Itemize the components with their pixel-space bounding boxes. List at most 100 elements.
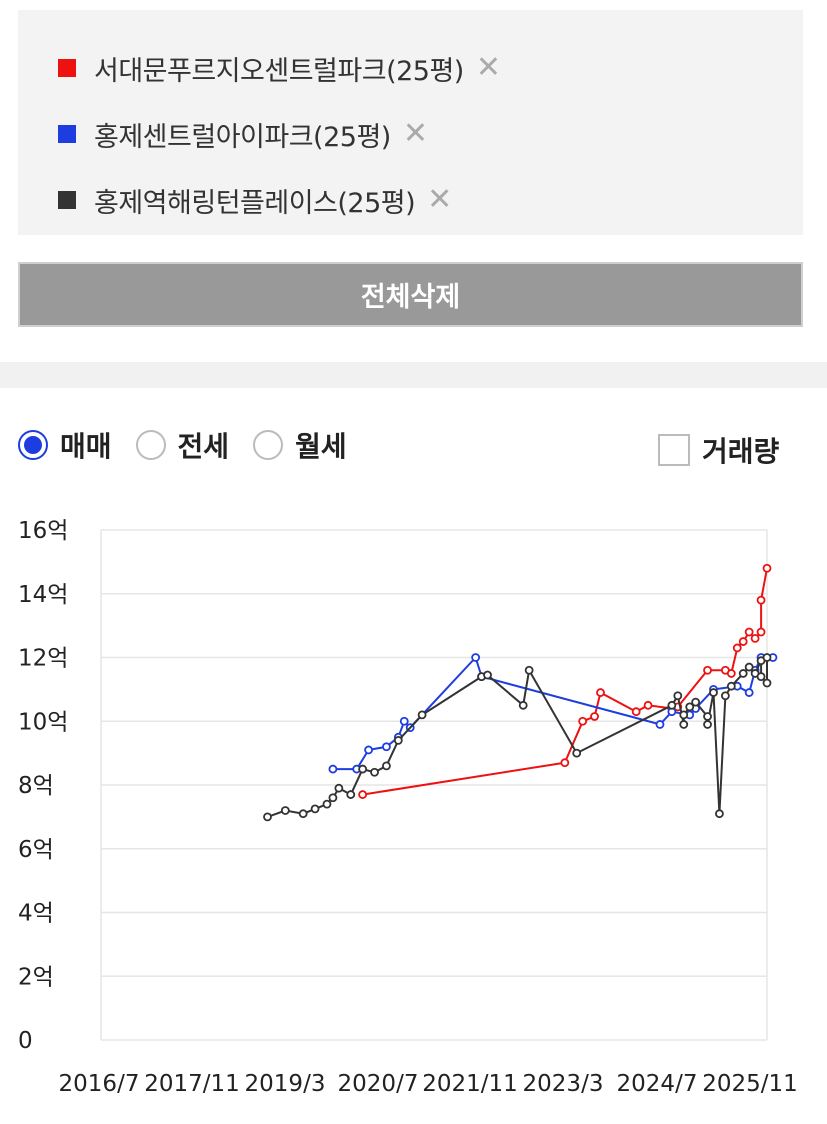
y-tick-label: 12억 — [18, 646, 68, 672]
data-point — [715, 809, 724, 819]
radio-circle-icon — [18, 430, 48, 460]
y-tick-label: 14억 — [18, 582, 68, 608]
data-point — [762, 563, 772, 573]
black-square-icon — [58, 191, 76, 209]
data-point — [322, 799, 332, 809]
radio-label-monthly: 월세 — [295, 430, 347, 463]
data-point — [263, 812, 272, 822]
close-icon[interactable]: ✕ — [427, 182, 453, 217]
data-point — [334, 783, 344, 793]
data-point — [744, 688, 754, 697]
data-point — [471, 653, 481, 662]
data-point — [328, 793, 338, 803]
section-divider — [0, 362, 827, 388]
x-tick-label: 2025/11 — [702, 1071, 798, 1097]
series-line-3 — [267, 657, 768, 818]
blue-square-icon — [58, 125, 76, 143]
legend-item-3: 홍제역해링턴플레이스(25평) ✕ — [58, 180, 452, 220]
x-tick-label: 2016/7 — [59, 1071, 140, 1097]
y-tick-label: 10억 — [18, 709, 68, 735]
data-point — [370, 767, 379, 777]
checkbox-icon — [658, 434, 690, 466]
data-point — [762, 653, 772, 662]
data-point — [572, 748, 582, 758]
data-point — [590, 712, 599, 721]
y-tick-label: 0 — [18, 1028, 33, 1054]
data-point — [762, 678, 772, 688]
data-point — [720, 691, 730, 701]
data-point — [703, 720, 712, 729]
data-point — [744, 662, 754, 672]
radio-sale[interactable]: 매매 — [18, 425, 112, 465]
data-point — [358, 790, 368, 799]
data-point — [738, 669, 748, 678]
x-tick-label: 2023/3 — [523, 1071, 604, 1097]
data-point — [596, 688, 605, 697]
data-point — [393, 735, 403, 745]
data-point — [560, 758, 570, 768]
data-point — [518, 700, 528, 710]
data-point — [643, 700, 653, 710]
data-point — [667, 700, 677, 710]
legend-label-3: 홍제역해링턴플레이스(25평) — [94, 187, 416, 219]
volume-checkbox[interactable]: 거래량 — [658, 430, 779, 470]
data-point — [744, 627, 754, 637]
data-point — [685, 702, 695, 712]
data-point — [703, 712, 712, 721]
y-tick-label: 6억 — [18, 837, 54, 863]
data-point — [578, 716, 588, 726]
data-point — [310, 804, 320, 814]
data-point — [382, 742, 391, 752]
data-point — [399, 716, 409, 726]
data-point — [679, 720, 689, 729]
y-tick-label: 4억 — [18, 901, 54, 927]
data-point — [483, 670, 492, 680]
data-point — [750, 633, 760, 643]
x-tick-label: 2020/7 — [338, 1071, 419, 1097]
y-tick-label: 16억 — [18, 518, 68, 544]
radio-label-jeonse: 전세 — [177, 430, 230, 463]
data-point — [328, 764, 338, 774]
x-tick-label: 2021/11 — [422, 1071, 518, 1097]
close-icon[interactable]: ✕ — [475, 50, 501, 85]
legend-item-2: 홍제센트럴아이파크(25평) ✕ — [58, 114, 428, 154]
legend-item-1: 서대문푸르지오센트럴파크(25평) ✕ — [58, 48, 501, 88]
legend-label-2: 홍제센트럴아이파크(25평) — [94, 121, 391, 153]
data-point — [726, 681, 736, 691]
price-chart: 0 2억 4억 6억 8억 10억 12억 14억 16억 2016/7 2017/11 2019/3… — [18, 518, 798, 1097]
volume-checkbox-label: 거래량 — [702, 435, 780, 468]
data-point — [280, 806, 290, 815]
x-tick-label: 2024/7 — [617, 1071, 698, 1097]
compare-legend: 서대문푸르지오센트럴파크(25평) ✕ 홍제센트럴아이파크(25평) ✕ 홍제역… — [18, 10, 803, 235]
data-point — [756, 672, 766, 682]
red-square-icon — [58, 59, 76, 77]
data-point — [738, 637, 748, 646]
data-point — [756, 627, 766, 637]
trade-type-selector: 매매 전세 월세 — [18, 425, 371, 465]
data-point — [691, 697, 701, 707]
data-point — [756, 595, 766, 605]
y-tick-label: 2억 — [18, 964, 54, 990]
data-point — [732, 643, 742, 653]
data-point — [358, 764, 368, 774]
data-point — [298, 809, 308, 819]
radio-circle-icon — [253, 430, 284, 460]
data-point — [709, 688, 718, 697]
radio-jeonse[interactable]: 전세 — [135, 425, 230, 465]
data-point — [703, 665, 712, 675]
close-icon[interactable]: ✕ — [402, 116, 428, 151]
clear-all-button[interactable]: 전체삭제 — [18, 262, 803, 327]
data-point — [679, 710, 689, 720]
data-point — [631, 707, 641, 717]
radio-circle-icon — [135, 430, 166, 460]
data-point — [417, 710, 427, 720]
radio-monthly[interactable]: 월세 — [253, 425, 347, 465]
data-point — [655, 720, 665, 729]
y-tick-label: 8억 — [18, 773, 54, 799]
legend-label-1: 서대문푸르지오센트럴파크(25평) — [94, 55, 464, 87]
data-point — [382, 761, 391, 771]
data-point — [673, 691, 683, 701]
x-tick-label: 2017/11 — [144, 1071, 240, 1097]
data-point — [524, 665, 534, 675]
data-point — [346, 790, 356, 799]
